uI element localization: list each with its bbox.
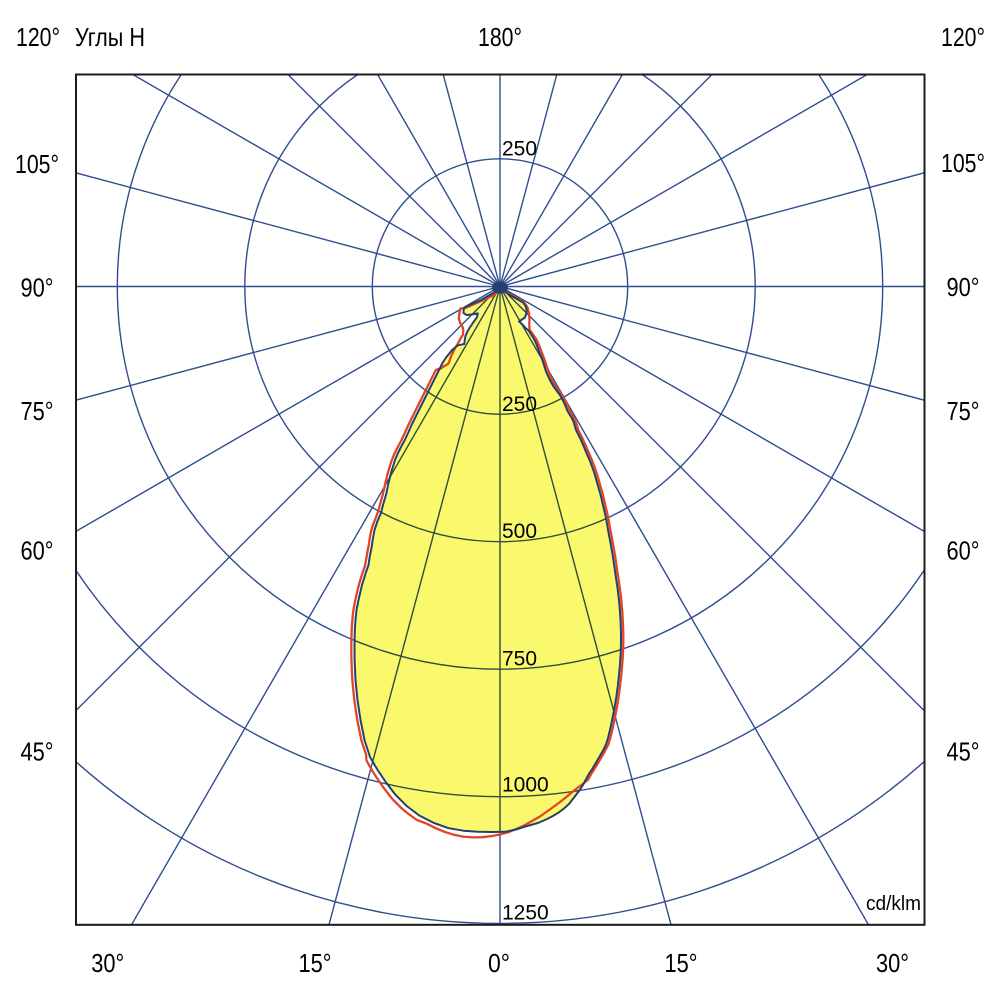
- svg-text:750: 750: [502, 648, 537, 671]
- svg-text:180°: 180°: [478, 22, 522, 52]
- svg-text:Углы H: Углы H: [75, 22, 145, 52]
- svg-text:120°: 120°: [16, 22, 60, 52]
- svg-text:105°: 105°: [941, 148, 985, 178]
- svg-text:1250: 1250: [502, 902, 549, 925]
- svg-text:90°: 90°: [947, 272, 980, 302]
- svg-text:30°: 30°: [876, 948, 909, 978]
- svg-text:120°: 120°: [941, 22, 985, 52]
- svg-text:45°: 45°: [947, 737, 980, 767]
- svg-text:30°: 30°: [91, 948, 124, 978]
- svg-text:15°: 15°: [299, 948, 332, 978]
- svg-text:1000: 1000: [502, 774, 549, 797]
- svg-text:60°: 60°: [947, 536, 980, 566]
- svg-text:45°: 45°: [21, 737, 54, 767]
- svg-text:250: 250: [502, 138, 537, 161]
- svg-text:90°: 90°: [21, 273, 54, 303]
- svg-text:105°: 105°: [15, 149, 59, 179]
- svg-text:60°: 60°: [21, 536, 54, 566]
- svg-text:cd/klm: cd/klm: [866, 893, 921, 915]
- svg-text:250: 250: [502, 393, 537, 416]
- svg-text:0°: 0°: [488, 948, 510, 978]
- svg-text:75°: 75°: [947, 396, 980, 426]
- svg-text:500: 500: [502, 520, 537, 543]
- svg-text:75°: 75°: [21, 396, 54, 426]
- svg-text:15°: 15°: [665, 948, 698, 978]
